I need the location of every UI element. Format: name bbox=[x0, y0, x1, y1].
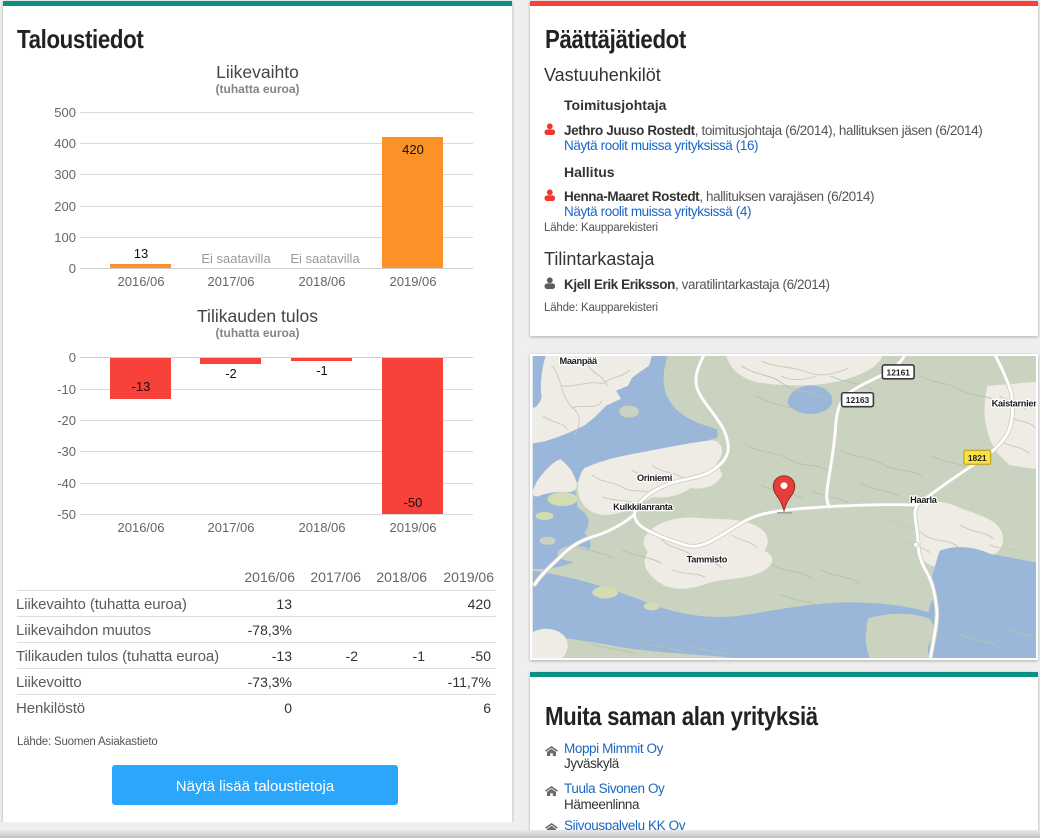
svg-text:Kulkkilanranta: Kulkkilanranta bbox=[613, 502, 674, 512]
svg-text:Tammisto: Tammisto bbox=[687, 555, 728, 565]
svg-text:12163: 12163 bbox=[846, 395, 870, 405]
svg-text:1821: 1821 bbox=[968, 453, 987, 463]
svg-text:Kaistarniemi: Kaistarniemi bbox=[992, 399, 1036, 409]
svg-text:Oriniemi: Oriniemi bbox=[637, 473, 672, 483]
svg-text:12161: 12161 bbox=[887, 367, 911, 377]
svg-text:Haarla: Haarla bbox=[910, 495, 938, 505]
svg-text:Maanpää: Maanpää bbox=[559, 356, 598, 366]
